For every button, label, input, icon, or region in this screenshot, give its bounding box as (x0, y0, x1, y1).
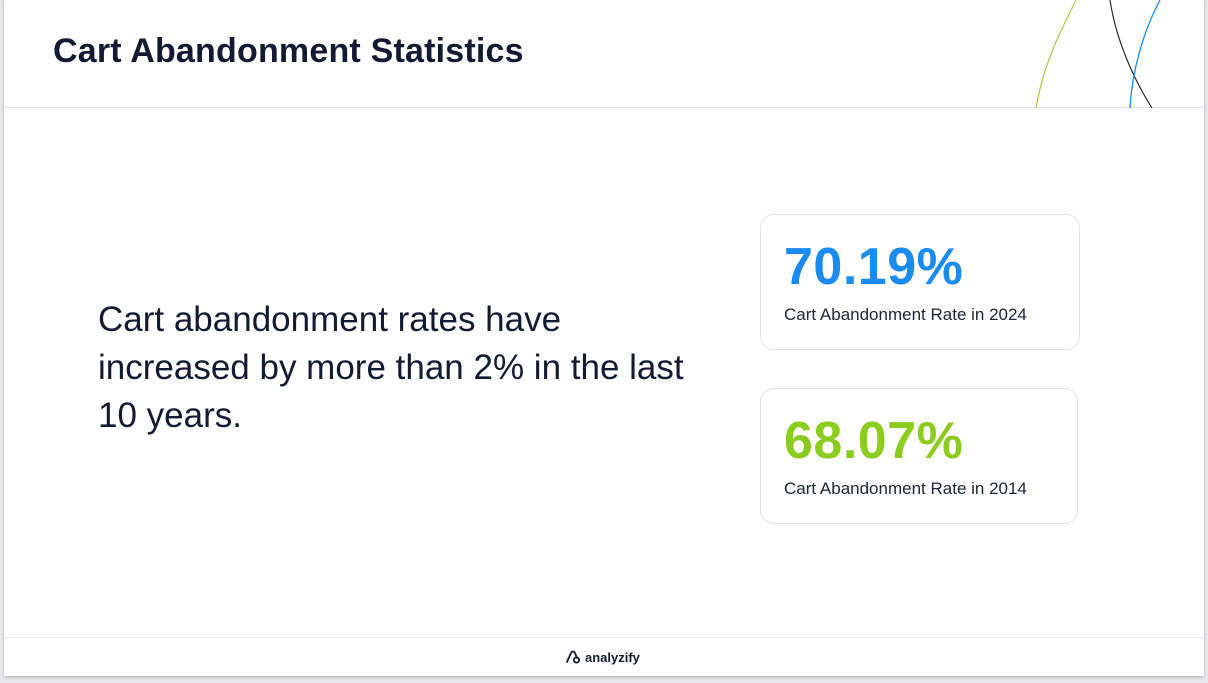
decorative-lines (1035, 0, 1161, 108)
slide-header: Cart Abandonment Statistics (4, 0, 1204, 108)
stat-card-2024: 70.19% Cart Abandonment Rate in 2024 (760, 214, 1080, 350)
summary-statement: Cart abandonment rates have increased by… (98, 300, 684, 435)
analyzify-logo-icon (566, 650, 580, 664)
stat-value-2014: 68.07% (784, 412, 964, 470)
stat-caption-2024: Cart Abandonment Rate in 2024 (784, 305, 1027, 324)
slide: Cart Abandonment Statistics Cart abandon… (4, 0, 1204, 676)
brand-name: analyzify (585, 649, 640, 665)
page-title: Cart Abandonment Statistics (53, 32, 524, 70)
slide-footer: analyzify (4, 637, 1204, 676)
brand: analyzify (565, 648, 640, 666)
stat-card-2014: 68.07% Cart Abandonment Rate in 2014 (760, 388, 1078, 524)
stat-value-2024: 70.19% (784, 238, 964, 296)
stat-caption-2014: Cart Abandonment Rate in 2014 (784, 479, 1027, 498)
